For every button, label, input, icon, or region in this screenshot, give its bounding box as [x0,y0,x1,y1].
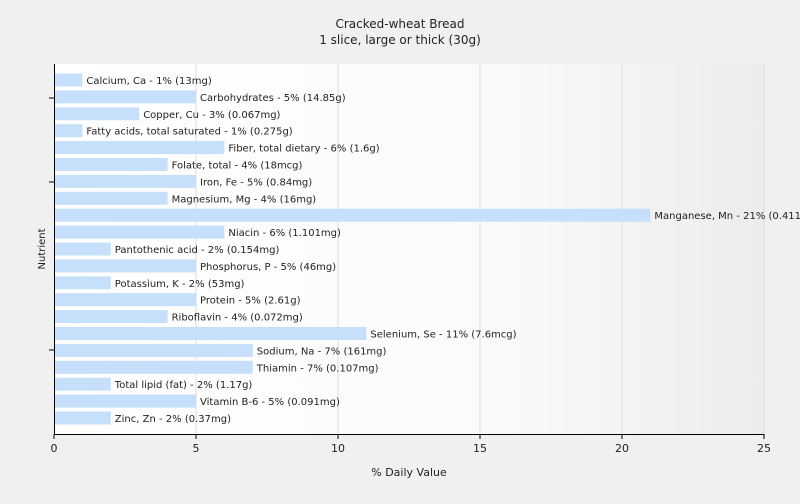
bar [54,124,83,138]
bar-label: Riboflavin - 4% (0.072mg) [172,313,303,324]
bar [54,107,140,121]
chart-title: Cracked-wheat Bread [335,17,464,31]
bar-label: Potassium, K - 2% (53mg) [115,279,245,290]
bar-label: Magnesium, Mg - 4% (16mg) [172,194,317,205]
x-tick-label: 25 [757,442,771,455]
bar [54,293,196,307]
x-axis-label: % Daily Value [371,466,447,479]
bar [54,158,168,171]
bar [54,343,253,357]
bar-label: Carbohydrates - 5% (14.85g) [200,93,346,104]
x-tick-label: 5 [193,442,200,455]
bar-label: Copper, Cu - 3% (0.067mg) [143,110,280,121]
x-tick-label: 15 [473,442,487,455]
bar-label: Total lipid (fat) - 2% (1.17g) [114,380,253,391]
bar-label: Folate, total - 4% (18mcg) [172,161,303,172]
bar [54,225,225,239]
bar-label: Fatty acids, total saturated - 1% (0.275… [86,127,292,138]
bar [54,259,196,273]
bar-label: Sodium, Na - 7% (161mg) [257,346,387,357]
bar [54,90,196,104]
bar [54,377,111,391]
x-tick-label: 20 [615,442,629,455]
bar-label: Vitamin B-6 - 5% (0.091mg) [200,397,340,408]
bar [54,73,83,87]
axis-layer: 0 5 10 15 20 25 [49,64,771,455]
bar [54,327,367,340]
bar [54,191,168,205]
bar [54,174,196,188]
bar [54,310,168,324]
bar [54,411,111,425]
bar-label: Calcium, Ca - 1% (13mg) [86,76,211,87]
bar-label: Selenium, Se - 11% (7.6mcg) [370,330,516,341]
bar [54,141,225,155]
y-axis-label: Nutrient [37,228,48,269]
bar-label: Zinc, Zn - 2% (0.37mg) [115,414,231,425]
bar-label: Fiber, total dietary - 6% (1.6g) [228,144,379,155]
bar-label: Pantothenic acid - 2% (0.154mg) [115,245,280,256]
x-tick-label: 10 [331,442,345,455]
bar-label: Protein - 5% (2.61g) [200,296,301,307]
bar-label: Phosphorus, P - 5% (46mg) [200,262,336,273]
bar [54,394,196,408]
bar-label: Manganese, Mn - 21% (0.411mg) [654,211,800,222]
bar-label: Niacin - 6% (1.101mg) [228,228,341,239]
bar-label: Iron, Fe - 5% (0.84mg) [200,177,312,188]
bar [54,208,651,222]
x-tick-label: 0 [51,442,58,455]
bar [54,360,253,374]
bar-label: Thiamin - 7% (0.107mg) [256,363,379,374]
chart-subtitle: 1 slice, large or thick (30g) [319,33,481,47]
bar [54,276,111,290]
bar [54,242,111,256]
bars-layer: Calcium, Ca - 1% (13mg) Carbohydrates - 5… [54,73,800,425]
